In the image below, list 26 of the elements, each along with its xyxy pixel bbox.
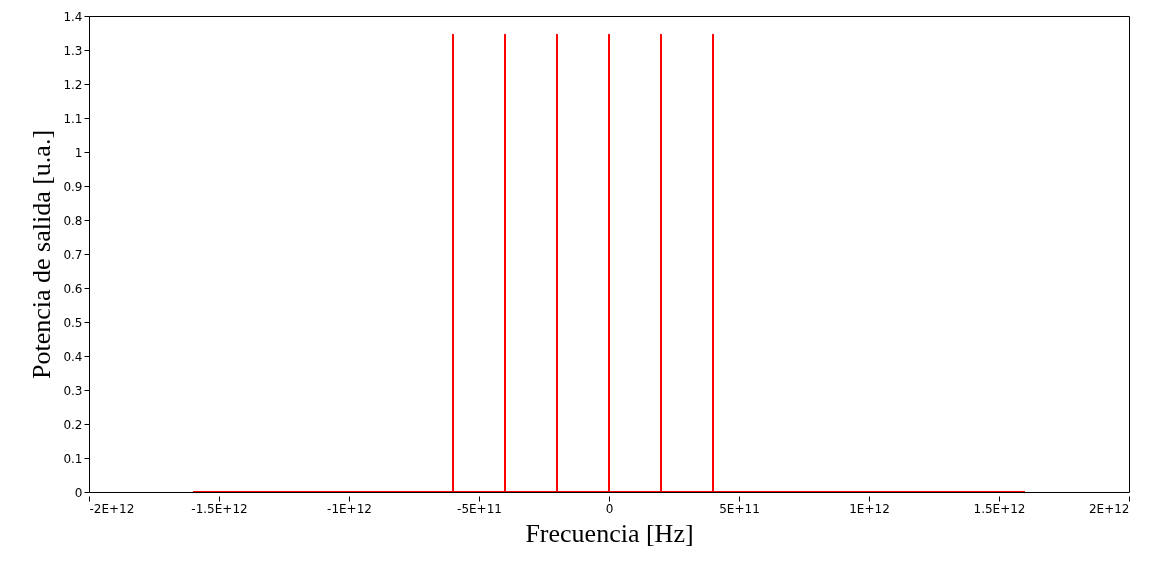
x-tick-label: 5E+11	[719, 501, 760, 516]
y-tick-label: 0.9	[63, 179, 83, 194]
x-tick-label: 1E+12	[849, 501, 890, 516]
y-tick-label: 0.7	[63, 247, 83, 262]
x-tick-label: -1E+12	[327, 501, 372, 516]
x-tick-label: 0	[605, 501, 614, 516]
x-tick-label: -5E+11	[457, 501, 502, 516]
x-tick-label: -2E+12	[89, 501, 135, 516]
y-tick-label: 1.4	[63, 9, 83, 24]
y-tick-label: 1.1	[63, 111, 83, 126]
y-tick-label: 0.1	[63, 451, 83, 466]
x-tick-label: 1.5E+12	[973, 501, 1026, 516]
x-axis-title: Frecuencia [Hz]	[525, 518, 694, 548]
y-tick-label: 0	[74, 485, 83, 500]
y-tick-label: 0.8	[63, 213, 83, 228]
y-tick-label: 0.6	[63, 281, 83, 296]
y-tick-label: 0.2	[63, 417, 83, 432]
x-tick-label: 2E+12	[1088, 501, 1130, 516]
y-tick-label: 1	[74, 145, 83, 160]
y-tick-label: 1.3	[63, 43, 83, 58]
y-tick-label: 1.2	[63, 77, 83, 92]
y-tick-label: 0.4	[63, 349, 83, 364]
x-tick-label: -1.5E+12	[191, 501, 248, 516]
y-tick-label: 0.3	[63, 383, 83, 398]
y-tick-label: 0.5	[63, 315, 83, 330]
y-axis-title: Potencia de salida [u.a.]	[27, 129, 57, 380]
